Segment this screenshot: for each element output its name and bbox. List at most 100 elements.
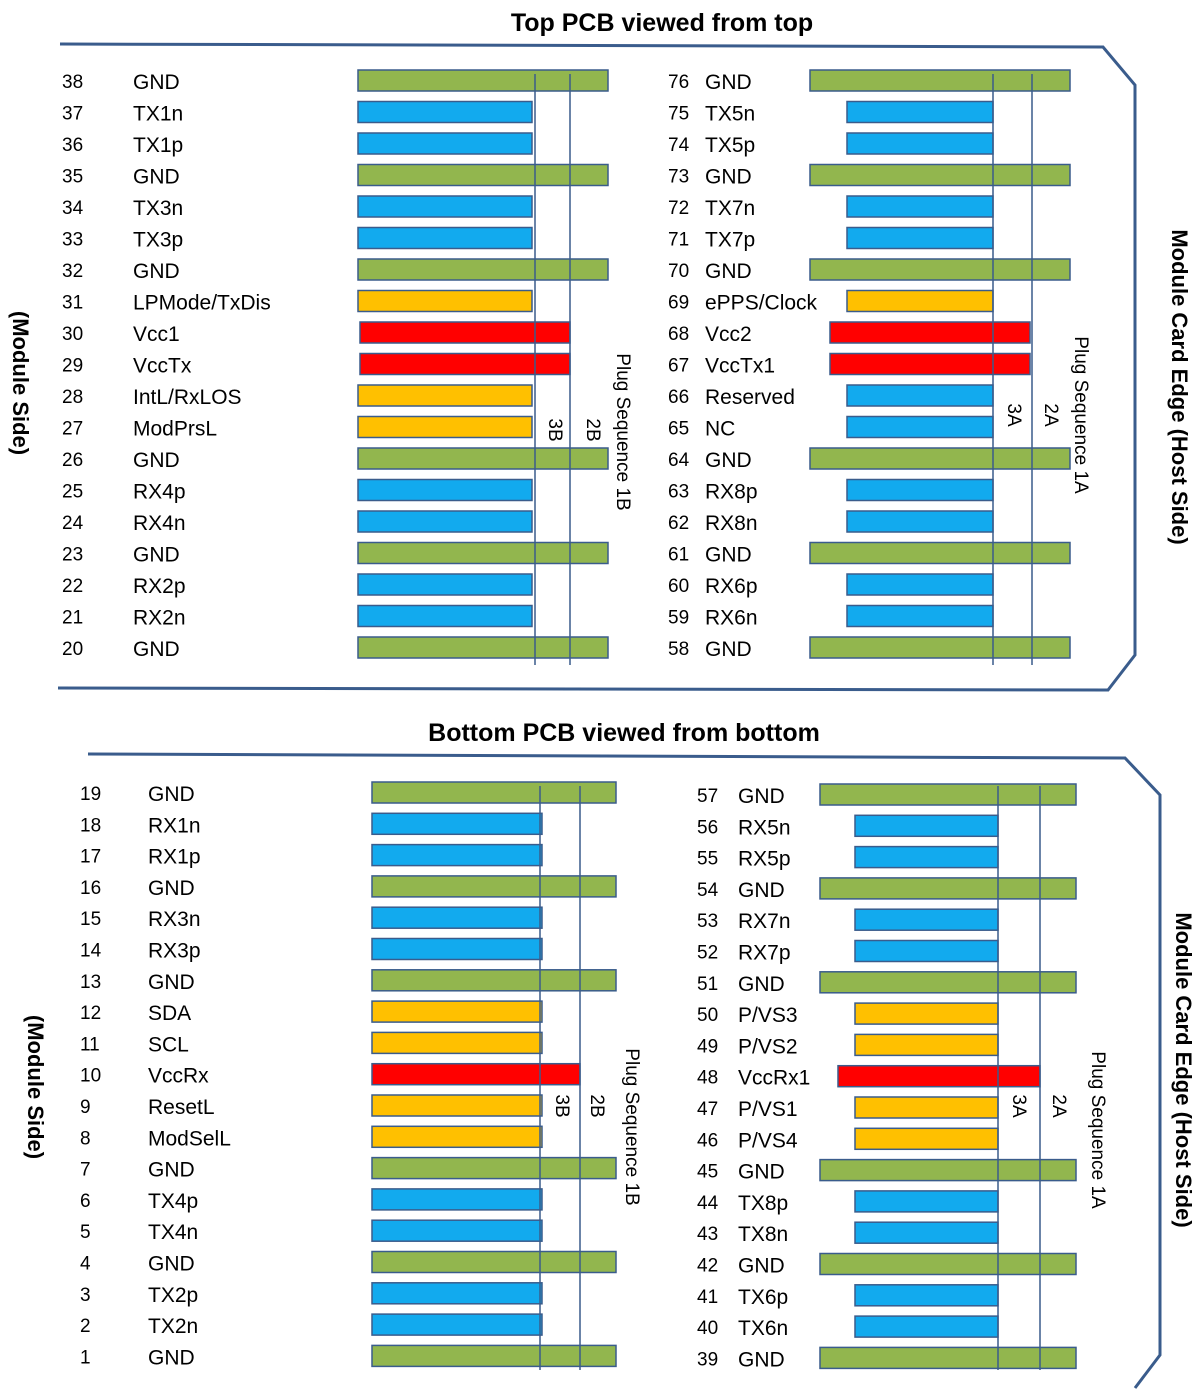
pin-number: 1 — [80, 1347, 91, 1368]
pin-name: IntL/RxLOS — [133, 386, 242, 409]
pin-number: 6 — [80, 1191, 91, 1212]
pin-row: 55 RX5p — [697, 845, 999, 871]
pin-row: 29 VccTx — [62, 352, 571, 378]
pin-number: 63 — [668, 482, 689, 503]
pin-bar-37 — [357, 100, 533, 124]
pin-row: 47 P/VS1 — [697, 1096, 999, 1121]
pin-number: 53 — [697, 911, 718, 932]
top-seq-3b-label: 3B — [544, 418, 565, 441]
pin-name: TX7p — [705, 229, 755, 252]
pin-number: 29 — [62, 356, 83, 377]
pin-row: 23 GND — [62, 541, 609, 567]
pin-row: 61 GND — [668, 541, 1071, 567]
pin-row: 39 GND — [697, 1346, 1077, 1371]
pin-number: 67 — [668, 356, 689, 377]
pin-number: 33 — [62, 230, 83, 251]
pin-name: TX2p — [148, 1284, 198, 1307]
pin-number: 32 — [62, 261, 83, 282]
pin-row: 76 GND — [668, 69, 1071, 94]
pin-number: 11 — [80, 1034, 100, 1055]
pin-name: RX5n — [738, 816, 791, 839]
pin-bar-35 — [357, 163, 609, 187]
pin-bar-27 — [357, 415, 533, 439]
pin-number: 39 — [697, 1349, 718, 1370]
pin-bar-45 — [819, 1158, 1077, 1182]
pin-number: 30 — [62, 324, 83, 345]
pin-bar-55 — [854, 845, 999, 869]
pin-name: GND — [705, 544, 752, 567]
pin-number: 49 — [697, 1036, 718, 1057]
pin-bar-72 — [846, 195, 994, 218]
pin-row: 58 GND — [668, 636, 1071, 661]
pin-number: 22 — [62, 576, 83, 597]
pin-bar-7 — [371, 1156, 617, 1180]
pin-number: 23 — [62, 545, 83, 566]
pin-bar-62 — [846, 510, 994, 533]
pin-bar-73 — [809, 163, 1071, 187]
pin-row: 24 RX4n — [62, 510, 533, 535]
bottom-pcb-title: Bottom PCB viewed from bottom — [428, 719, 820, 747]
pin-name: Vcc2 — [705, 323, 752, 346]
pin-number: 66 — [668, 387, 689, 408]
pin-number: 4 — [80, 1254, 91, 1275]
top-pcb-outline — [57, 42, 1137, 692]
pin-number: 19 — [80, 784, 101, 805]
pin-name: VccRx1 — [738, 1067, 810, 1090]
pin-row: 12 SDA — [80, 1000, 543, 1025]
pin-name: RX4n — [133, 512, 186, 535]
pin-name: GND — [738, 879, 785, 902]
pin-number: 48 — [697, 1068, 718, 1089]
pin-name: TX3p — [133, 229, 183, 252]
pin-name: GND — [738, 1255, 785, 1278]
pin-name: TX7n — [705, 197, 755, 220]
pin-number: 47 — [697, 1099, 718, 1120]
pin-name: RX1n — [148, 814, 201, 837]
bottom-seq-2b-label: 2B — [586, 1094, 607, 1117]
pin-row: 43 TX8n — [697, 1221, 999, 1246]
pin-bar-18 — [371, 812, 543, 836]
pin-bar-12 — [371, 1000, 543, 1023]
pin-name: GND — [133, 260, 180, 283]
pin-number: 54 — [697, 880, 719, 901]
pin-bar-29 — [359, 352, 571, 376]
pin-bar-16 — [371, 875, 617, 898]
pin-row: 34 TX3n — [62, 195, 533, 220]
pin-name: RX3n — [148, 908, 201, 931]
top-module-side-label: (Module Side) — [8, 311, 33, 455]
pin-bar-28 — [357, 384, 533, 407]
pin-bar-30 — [359, 321, 571, 344]
pin-bar-66 — [846, 384, 994, 407]
pin-row: 16 GND — [80, 875, 617, 900]
top-host-side-label: Module Card Edge (Host Side) — [1167, 229, 1192, 544]
pin-bar-71 — [846, 226, 994, 250]
pin-bar-67 — [829, 352, 1031, 376]
pin-number: 20 — [62, 639, 83, 660]
pin-name: ResetL — [148, 1096, 215, 1119]
pin-name: RX8p — [705, 481, 758, 504]
pin-number: 51 — [697, 974, 718, 995]
pin-bar-43 — [854, 1221, 999, 1244]
pin-name: P/VS1 — [738, 1098, 798, 1121]
pin-row: 49 P/VS2 — [697, 1033, 999, 1058]
pin-name: GND — [705, 166, 752, 189]
pin-number: 16 — [80, 878, 101, 899]
pin-number: 13 — [80, 972, 101, 993]
top-pcb-title: Top PCB viewed from top — [511, 9, 813, 37]
pin-name: GND — [133, 166, 180, 189]
pin-number: 9 — [80, 1097, 91, 1118]
pin-name: GND — [705, 638, 752, 661]
pin-bar-51 — [819, 971, 1077, 994]
pin-bar-33 — [357, 226, 533, 250]
pin-number: 59 — [668, 608, 689, 629]
pin-bar-50 — [854, 1002, 999, 1025]
pin-bar-11 — [371, 1031, 543, 1055]
pin-bar-39 — [819, 1346, 1077, 1370]
pin-bar-10 — [371, 1062, 581, 1086]
pin-bar-34 — [357, 195, 533, 218]
pin-number: 52 — [697, 943, 718, 964]
pin-number: 72 — [668, 198, 689, 219]
